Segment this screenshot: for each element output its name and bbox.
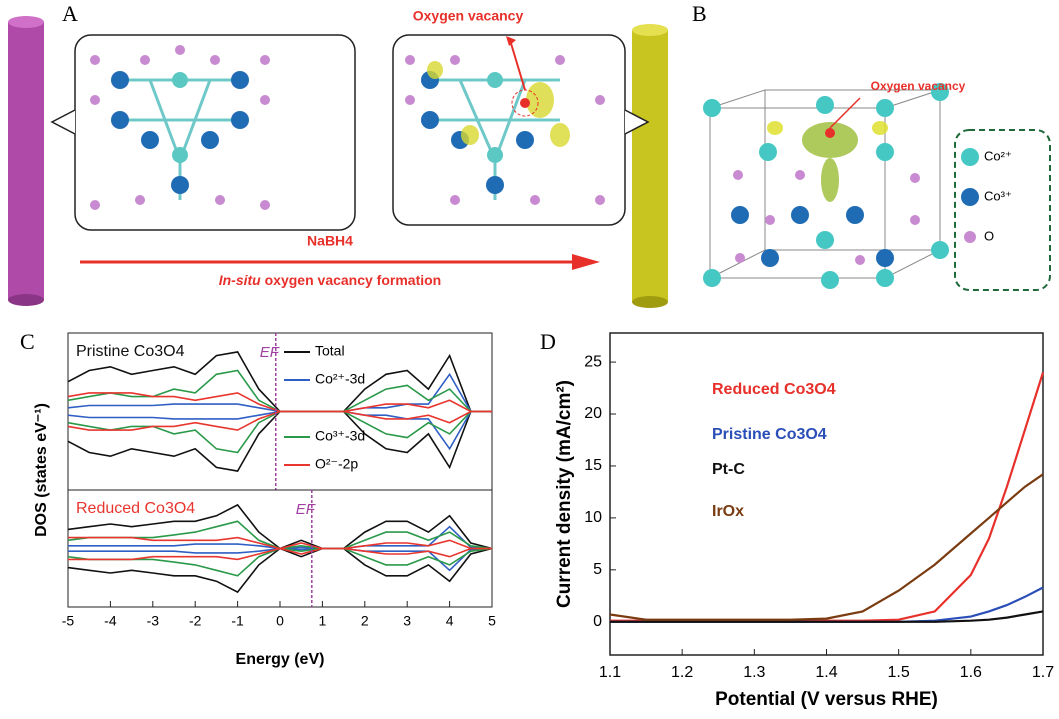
x-tick-label: 5 bbox=[488, 613, 496, 629]
x-tick-label: 1.1 bbox=[599, 664, 621, 681]
x-tick-label: -2 bbox=[189, 613, 202, 629]
legend-label: Co³⁺ bbox=[984, 188, 1012, 203]
y-tick-label: 0 bbox=[593, 613, 602, 630]
crystal-atoms bbox=[703, 83, 1050, 290]
x-axis-label: Potential (V versus RHE) bbox=[715, 689, 938, 710]
vacancy-label: Oxygen vacancy bbox=[413, 8, 524, 24]
legend-label: Co³⁺-3d bbox=[315, 428, 365, 444]
x-tick-label: -3 bbox=[147, 613, 160, 629]
x-tick-label: 1 bbox=[319, 613, 327, 629]
process-rest: oxygen vacancy formation bbox=[261, 272, 442, 288]
series-line bbox=[610, 474, 1043, 619]
legend-label: Total bbox=[315, 343, 345, 359]
x-tick-label: -1 bbox=[231, 613, 244, 629]
y-tick-label: 10 bbox=[584, 509, 602, 526]
panel-label: D bbox=[540, 329, 556, 354]
series-line bbox=[610, 373, 1043, 621]
figure: A Oxygen vacancy NaBH4 In-situ oxygen va… bbox=[0, 0, 1059, 719]
x-tick-label: 2 bbox=[361, 613, 369, 629]
dos-curve-up bbox=[68, 538, 492, 549]
x-tick-label: -4 bbox=[104, 613, 117, 629]
x-axis-label: Energy (eV) bbox=[236, 651, 325, 668]
legend-label: Pt-C bbox=[712, 461, 745, 478]
x-tick-label: 1.3 bbox=[743, 664, 765, 681]
fermi-label: EF bbox=[260, 344, 280, 361]
x-tick-label: 1.2 bbox=[671, 664, 693, 681]
schematic-a bbox=[8, 16, 668, 308]
panel-label: B bbox=[692, 1, 707, 26]
dos-curve-down bbox=[68, 549, 492, 560]
page: A Oxygen vacancy NaBH4 In-situ oxygen va… bbox=[0, 0, 1059, 719]
dos-curve-down bbox=[68, 412, 492, 431]
x-tick-label: 1.7 bbox=[1032, 664, 1054, 681]
x-tick-label: -5 bbox=[62, 613, 75, 629]
x-tick-label: 4 bbox=[446, 613, 454, 629]
y-axis-label: DOS (states eV⁻¹) bbox=[33, 403, 50, 537]
panel-label: A bbox=[62, 1, 78, 26]
y-axis-label: Current density (mA/cm²) bbox=[554, 380, 575, 608]
fermi-label: EF bbox=[296, 501, 316, 518]
process-prefix: In-situ bbox=[219, 272, 261, 288]
reagent-label: NaBH4 bbox=[307, 233, 353, 249]
legend-label: O bbox=[984, 228, 994, 243]
legend-label: Reduced Co3O4 bbox=[712, 381, 836, 398]
dos-curve-up bbox=[68, 352, 492, 412]
dos-curve-up bbox=[68, 393, 492, 412]
legend-label: O²⁻-2p bbox=[315, 456, 358, 472]
series-line bbox=[610, 588, 1043, 622]
subplot-title: Reduced Co3O4 bbox=[76, 500, 195, 517]
x-tick-label: 1.6 bbox=[960, 664, 982, 681]
dos-curve-down bbox=[68, 412, 492, 472]
process-label: In-situ oxygen vacancy formation bbox=[219, 272, 442, 288]
vacancy-label: Oxygen vacancy bbox=[871, 79, 966, 93]
x-tick-label: 1.5 bbox=[888, 664, 910, 681]
panel-label: C bbox=[20, 329, 35, 354]
y-tick-label: 25 bbox=[584, 353, 602, 370]
legend-label: Co²⁺ bbox=[984, 148, 1012, 163]
y-tick-label: 15 bbox=[584, 457, 602, 474]
x-tick-label: 0 bbox=[276, 613, 284, 629]
y-tick-label: 5 bbox=[593, 561, 602, 578]
dos-curve-down bbox=[68, 549, 492, 576]
y-tick-label: 20 bbox=[584, 405, 602, 422]
dos-curve-up bbox=[68, 521, 492, 548]
x-tick-label: 3 bbox=[403, 613, 411, 629]
legend-label: Co²⁺-3d bbox=[315, 371, 365, 387]
dos-curve-down bbox=[68, 549, 492, 593]
x-tick-label: 1.4 bbox=[815, 664, 837, 681]
subplot-title: Pristine Co3O4 bbox=[76, 343, 185, 360]
legend-label: IrOx bbox=[712, 503, 744, 520]
legend-label: Pristine Co3O4 bbox=[712, 426, 827, 443]
